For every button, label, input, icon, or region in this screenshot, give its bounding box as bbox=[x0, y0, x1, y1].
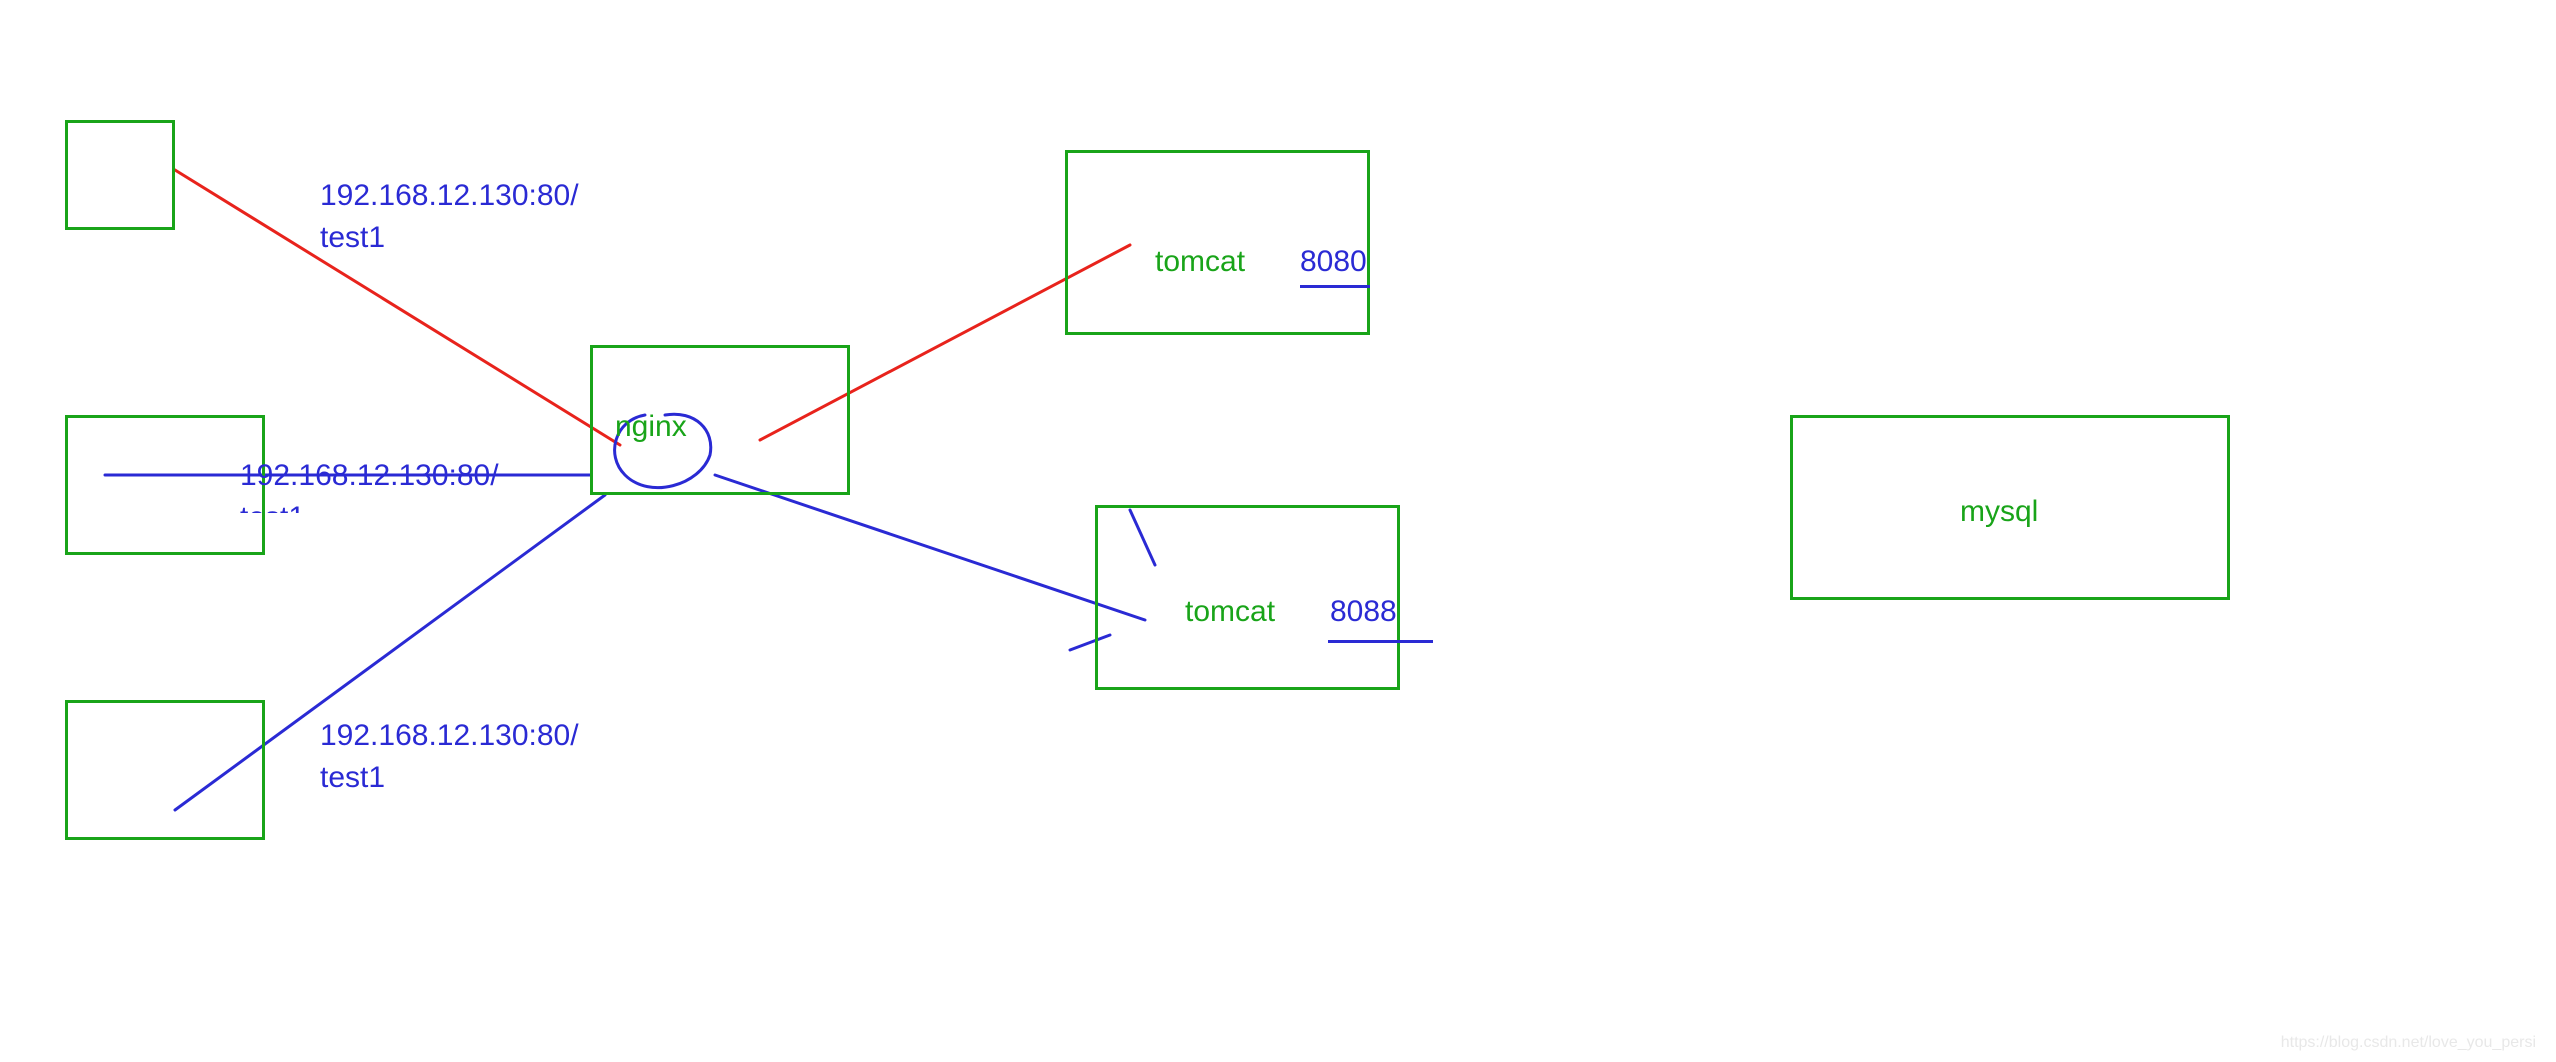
node-label-nginx: nginx bbox=[615, 410, 687, 444]
node-client3 bbox=[65, 700, 265, 840]
edge-nginx-tomcat2 bbox=[715, 475, 1145, 620]
node-label-mysql: mysql bbox=[1960, 495, 2038, 529]
node-port-tomcat2: 8088 bbox=[1330, 595, 1397, 629]
node-label-tomcat1: tomcat bbox=[1155, 245, 1245, 279]
url-label-0: 192.168.12.130:80/test1 bbox=[320, 175, 579, 259]
node-label-tomcat2: tomcat bbox=[1185, 595, 1275, 629]
node-client1 bbox=[65, 120, 175, 230]
watermark-text: https://blog.csdn.net/love_you_persi bbox=[2281, 1034, 2536, 1052]
node-port-tomcat1: 8080 bbox=[1300, 245, 1367, 279]
port-underline-1 bbox=[1328, 640, 1433, 643]
port-underline-0 bbox=[1300, 285, 1370, 288]
node-tomcat1 bbox=[1065, 150, 1370, 335]
url-label-2: 192.168.12.130:80/test1 bbox=[320, 715, 579, 799]
url-label-1: 192.168.12.130:80/test1 bbox=[240, 455, 499, 513]
node-client2 bbox=[65, 415, 265, 555]
